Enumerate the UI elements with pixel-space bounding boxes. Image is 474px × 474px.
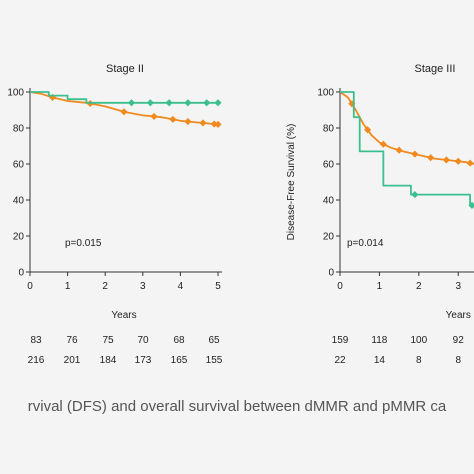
panel1-y-tick-label: 100 bbox=[7, 88, 24, 99]
panel2-x-tick-label: 0 bbox=[337, 281, 343, 292]
panel2-series-1-censor-mark bbox=[379, 140, 387, 148]
panel2-y-tick-label: 0 bbox=[328, 268, 334, 279]
panel1-risk-row1-value: 76 bbox=[66, 335, 78, 346]
panel2-title: Stage III bbox=[415, 63, 456, 75]
panel1-series-1-censor-mark bbox=[214, 120, 222, 128]
panel1-series-2-censor-mark bbox=[146, 99, 154, 107]
panel1-series-1-censor-mark bbox=[120, 108, 128, 116]
figure-caption: rvival (DFS) and overall survival betwee… bbox=[27, 398, 447, 415]
panel2-series-2-censor-mark bbox=[411, 191, 419, 199]
panel1-x-tick-label: 2 bbox=[102, 281, 108, 292]
panel1-risk-row1-value: 83 bbox=[30, 335, 42, 346]
panel2-risk-row1-value: 92 bbox=[453, 335, 465, 346]
panel2-series-2-censor-mark bbox=[468, 201, 474, 209]
panel2-y-tick-label: 80 bbox=[323, 124, 335, 135]
panel2-series-2-line bbox=[340, 91, 474, 207]
panel2-risk-row1-value: 100 bbox=[410, 335, 427, 346]
panel1-risk-row1-value: 75 bbox=[102, 335, 114, 346]
panel1-x-tick-label: 1 bbox=[65, 281, 71, 292]
panel1-y-tick-label: 0 bbox=[18, 268, 24, 279]
panel1-x-axis-label: Years bbox=[111, 310, 136, 321]
panel1-risk-row2-value: 155 bbox=[206, 355, 223, 366]
panel2-risk-row2-value: 8 bbox=[455, 355, 461, 366]
panel1-series-2-line bbox=[30, 91, 218, 104]
panel2-series-1-censor-mark bbox=[454, 157, 462, 165]
panel2-series-1-censor-mark bbox=[364, 126, 372, 134]
panel2-risk-row2-value: 22 bbox=[334, 355, 346, 366]
panel2-x-axis-label: Years bbox=[446, 310, 471, 321]
panel1-series-1-censor-mark bbox=[199, 119, 207, 127]
panel1-risk-row2-value: 201 bbox=[64, 355, 81, 366]
panel1-y-tick-label: 20 bbox=[13, 232, 25, 243]
panel1-x-tick-label: 4 bbox=[178, 281, 184, 292]
panel1-series-1-censor-mark bbox=[169, 115, 177, 123]
panel1-series-1-line bbox=[29, 91, 219, 126]
panel1-risk-row2-value: 173 bbox=[135, 355, 152, 366]
panel2-series-1-censor-mark bbox=[395, 146, 403, 154]
panel2-y-tick-label: 100 bbox=[317, 88, 334, 99]
panel2-y-axis-label: Disease-Free Survival (%) bbox=[286, 124, 297, 241]
panel1-x-tick-label: 5 bbox=[215, 281, 221, 292]
panel1-risk-row2-value: 165 bbox=[171, 355, 188, 366]
panel2-y-tick-label: 60 bbox=[323, 160, 335, 171]
panel1-x-tick-label: 0 bbox=[27, 281, 33, 292]
panel2-series-1-censor-mark bbox=[411, 150, 419, 158]
panel1-series-1-censor-mark bbox=[184, 117, 192, 126]
panel1-risk-row1-value: 70 bbox=[137, 335, 149, 346]
panel1-risk-row2-value: 216 bbox=[28, 355, 45, 366]
panel2-series-1-line bbox=[339, 91, 474, 165]
panel1-series-2-censor-mark bbox=[127, 99, 136, 107]
panel1-risk-row1-value: 65 bbox=[208, 335, 220, 346]
panel1-y-tick-label: 40 bbox=[13, 196, 25, 207]
panel1-y-tick-label: 60 bbox=[13, 160, 25, 171]
panel2-x-tick-label: 1 bbox=[377, 281, 383, 292]
panel1-x-tick-label: 3 bbox=[140, 281, 146, 292]
panel2-x-tick-label: 3 bbox=[455, 281, 461, 292]
panel2-series-1-censor-mark bbox=[442, 156, 450, 164]
panel1-series-1-censor-mark bbox=[150, 112, 158, 121]
panel2-y-tick-label: 20 bbox=[323, 232, 335, 243]
panel2-y-tick-label: 40 bbox=[323, 196, 335, 207]
panel1-series-2-censor-mark bbox=[165, 99, 173, 107]
panel1-risk-row1-value: 68 bbox=[173, 335, 185, 346]
panel2-risk-row2-value: 14 bbox=[374, 355, 386, 366]
panel2-risk-row1-value: 159 bbox=[332, 335, 349, 346]
panel2-x-tick-label: 2 bbox=[416, 281, 422, 292]
panel1-series-2-censor-mark bbox=[184, 99, 192, 107]
panel1-p-value: p=0.015 bbox=[65, 238, 102, 249]
panel2-series-1-censor-mark bbox=[427, 154, 435, 162]
panel1-series-2-censor-mark bbox=[214, 99, 222, 107]
panel1-risk-row2-value: 184 bbox=[100, 355, 117, 366]
panel2-risk-row2-value: 8 bbox=[416, 355, 422, 366]
panel2-series-1-censor-mark bbox=[466, 159, 474, 167]
panel1-title: Stage II bbox=[106, 63, 144, 75]
panel2-risk-row1-value: 118 bbox=[371, 335, 387, 346]
panel1-series-2-censor-mark bbox=[203, 99, 211, 107]
panel1-y-tick-label: 80 bbox=[13, 124, 25, 135]
panel2-p-value: p=0.014 bbox=[347, 238, 384, 249]
